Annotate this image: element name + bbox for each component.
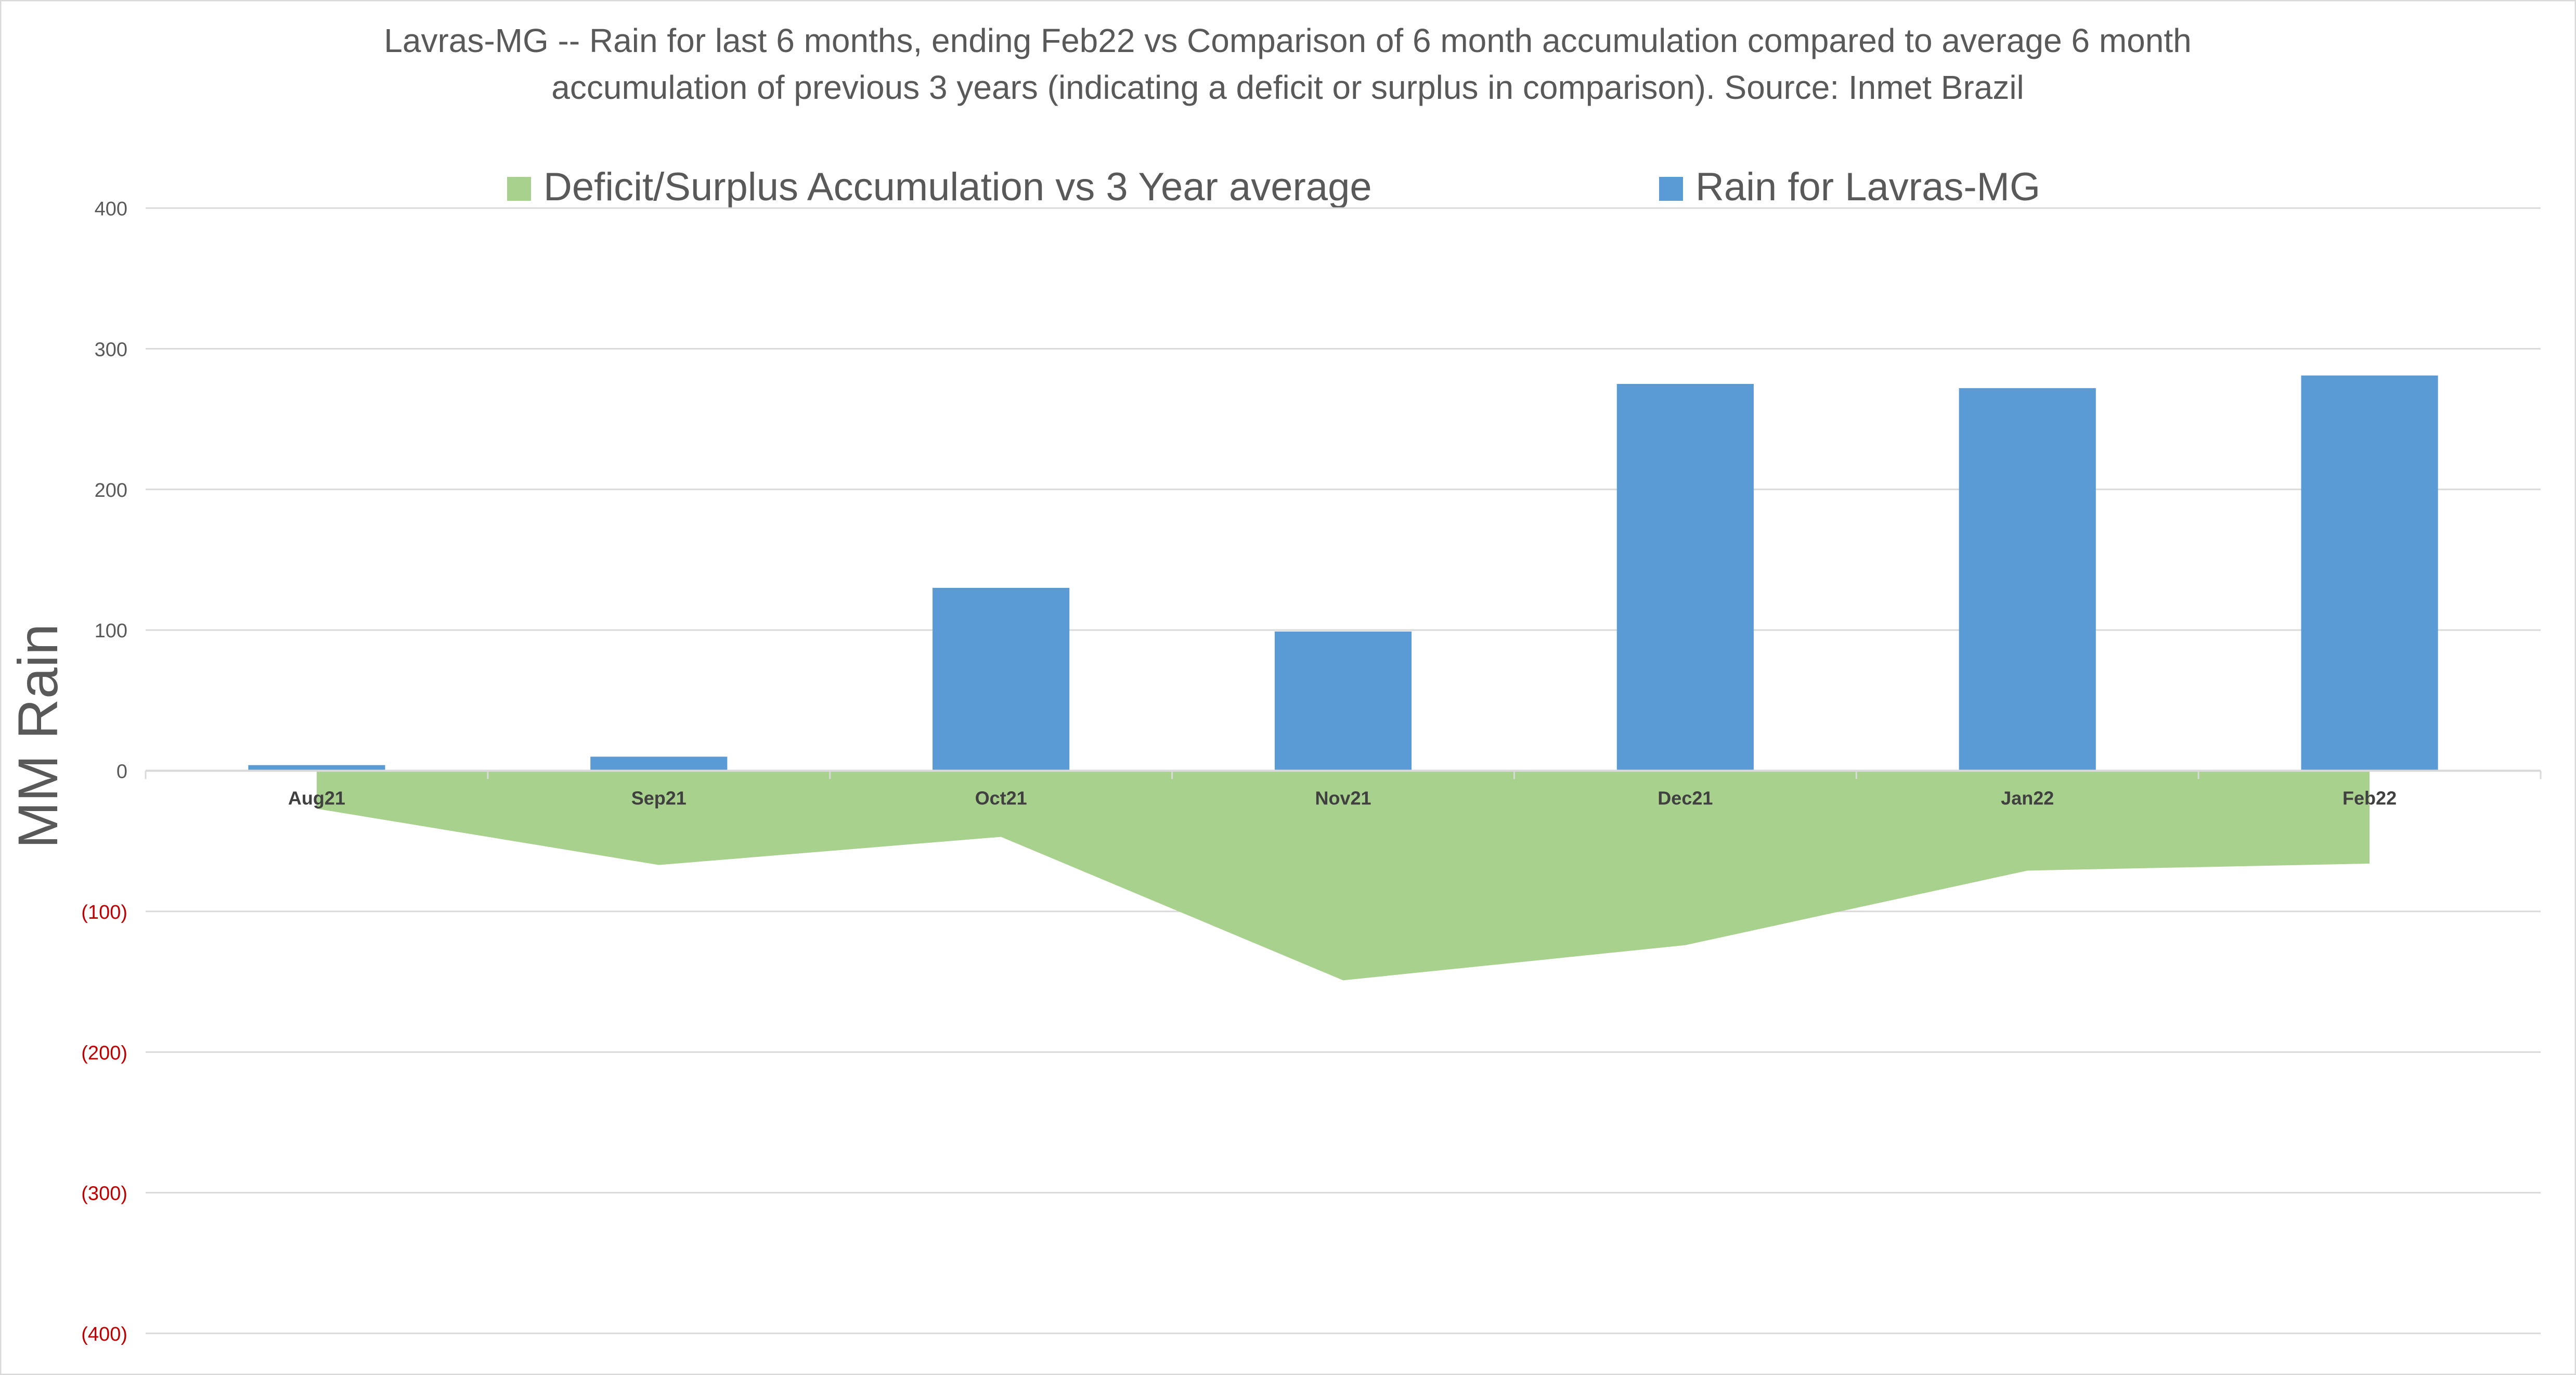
y-tick-label: 400	[95, 198, 127, 220]
rain-bar	[590, 756, 728, 771]
x-tick-label: Dec21	[1658, 788, 1713, 809]
legend-swatch-rain	[1659, 177, 1683, 201]
y-axis-label: MM Rain	[6, 624, 69, 849]
y-tick-label: 0	[116, 761, 127, 783]
y-tick-label: (300)	[81, 1183, 127, 1205]
x-tick-label: Oct21	[975, 788, 1027, 809]
deficit-area-layer	[316, 770, 2370, 981]
x-tick-label: Feb22	[2342, 788, 2397, 809]
legend-label-rain: Rain for Lavras-MG	[1695, 165, 2040, 209]
y-tick-label: (200)	[81, 1042, 127, 1064]
x-tick-label: Nov21	[1315, 788, 1371, 809]
legend: Deficit/Surplus Accumulation vs 3 Year a…	[507, 165, 2040, 209]
rain-bar	[1959, 388, 2096, 771]
rain-bars-layer	[248, 375, 2438, 771]
chart-title-line-2: accumulation of previous 3 years (indica…	[551, 69, 2024, 106]
rain-bar	[1274, 631, 1412, 771]
y-tick-label: (400)	[81, 1323, 127, 1345]
deficit-area	[316, 770, 2370, 981]
y-tick-label: 200	[95, 480, 127, 502]
y-tick-label: 100	[95, 620, 127, 642]
x-tick-label: Jan22	[2001, 788, 2054, 809]
x-tick-label: Aug21	[288, 788, 345, 809]
x-axis-labels: Aug21 Sep21 Oct21 Nov21 Dec21 Jan22 Feb22	[288, 788, 2397, 809]
x-axis	[145, 769, 2542, 779]
y-tick-label: (100)	[81, 902, 127, 923]
y-tick-label: 300	[95, 339, 127, 361]
rain-bar	[2301, 375, 2438, 771]
x-tick-label: Sep21	[631, 788, 687, 809]
legend-label-deficit: Deficit/Surplus Accumulation vs 3 Year a…	[543, 165, 1372, 209]
y-axis-ticks: 400 300 200 100 0 (100) (200) (300) (400)	[81, 198, 127, 1345]
legend-swatch-deficit	[507, 177, 531, 201]
rain-bar	[1616, 383, 1754, 771]
chart-title-line-1: Lavras-MG -- Rain for last 6 months, end…	[384, 22, 2191, 59]
rain-bar	[248, 765, 385, 771]
rain-bar	[933, 588, 1070, 771]
